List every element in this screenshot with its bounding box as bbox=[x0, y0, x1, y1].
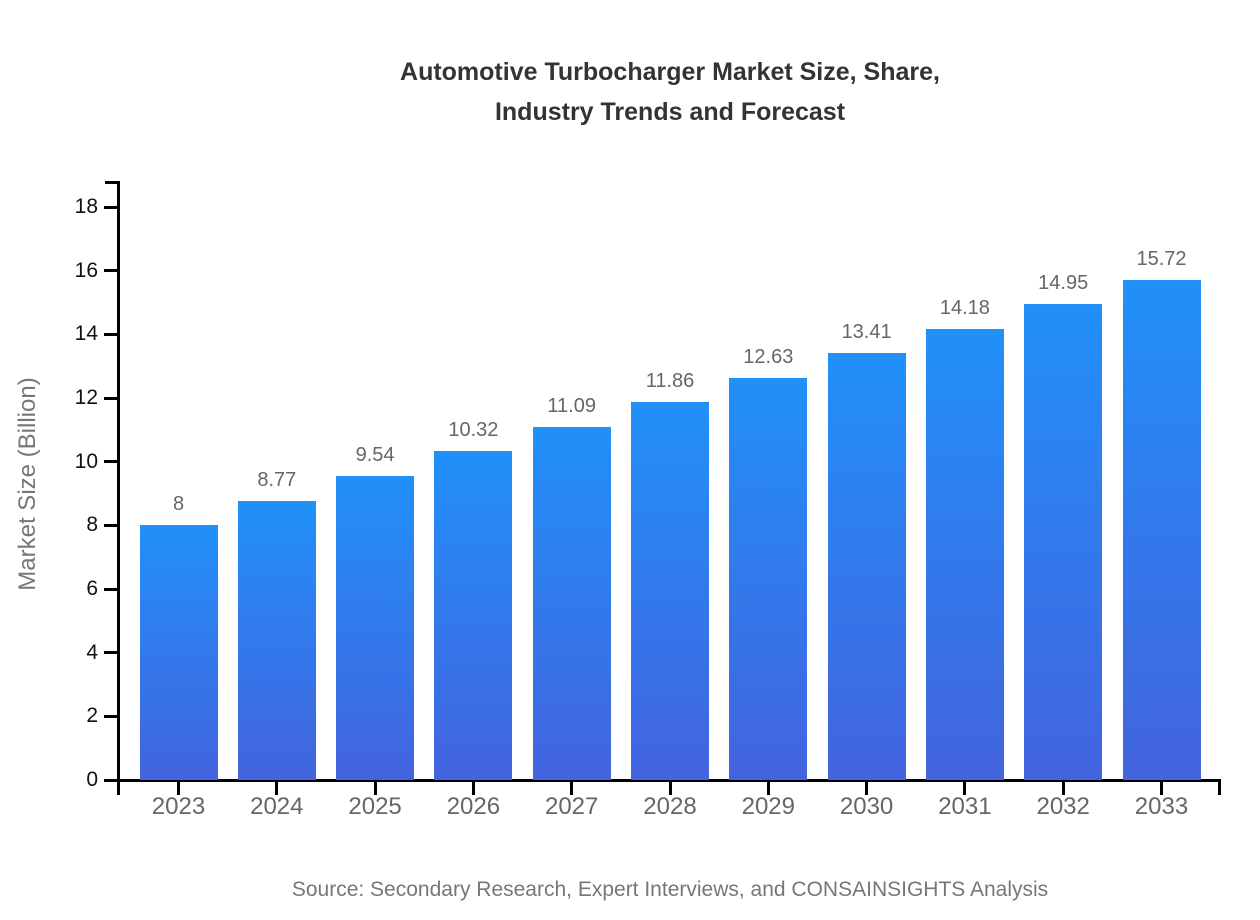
y-tick-mark bbox=[104, 587, 118, 591]
x-tick-label: 2026 bbox=[446, 793, 501, 820]
x-tick-mark bbox=[1061, 780, 1065, 795]
x-tick-mark bbox=[471, 780, 475, 795]
x-tick-mark bbox=[766, 780, 770, 795]
y-tick-mark bbox=[104, 523, 118, 527]
bar bbox=[336, 476, 415, 780]
bar bbox=[1024, 304, 1103, 780]
x-tick-label: 2029 bbox=[741, 793, 795, 820]
y-tick-label: 10 bbox=[74, 449, 98, 473]
bar-value-label: 14.18 bbox=[939, 296, 990, 319]
bar bbox=[434, 451, 513, 780]
y-tick-label: 2 bbox=[86, 704, 98, 728]
x-tick-label: 2031 bbox=[938, 793, 992, 820]
y-tick-label: 14 bbox=[74, 322, 98, 346]
x-tick-label: 2023 bbox=[151, 793, 206, 820]
y-tick-mark bbox=[104, 332, 118, 336]
y-tick-label: 6 bbox=[86, 577, 98, 600]
y-tick-mark bbox=[104, 269, 118, 273]
bar-value-label: 8 bbox=[172, 493, 185, 516]
bar bbox=[631, 402, 709, 780]
x-tick-label: 2024 bbox=[250, 793, 304, 820]
bar bbox=[1122, 279, 1201, 780]
x-tick-mark bbox=[1160, 780, 1163, 795]
x-tick-label: 2030 bbox=[839, 793, 894, 820]
bar bbox=[139, 525, 218, 780]
x-axis-end-cap bbox=[1218, 780, 1221, 795]
y-axis-line bbox=[117, 182, 120, 795]
bar bbox=[925, 328, 1004, 780]
bar bbox=[237, 500, 316, 780]
y-tick-mark bbox=[104, 778, 118, 782]
chart-title: Automotive Turbocharger Market Size, Sha… bbox=[80, 52, 1260, 132]
bar-value-label: 14.95 bbox=[1038, 272, 1089, 295]
x-tick-mark bbox=[373, 780, 377, 795]
x-tick-mark bbox=[668, 780, 672, 795]
bar-value-label: 10.32 bbox=[448, 419, 499, 442]
bar bbox=[729, 377, 808, 780]
y-tick-label: 18 bbox=[74, 195, 98, 218]
bar bbox=[532, 426, 611, 780]
bar-value-label: 12.63 bbox=[743, 345, 794, 368]
x-tick-label: 2033 bbox=[1134, 793, 1189, 820]
x-tick-label: 2025 bbox=[348, 793, 402, 820]
y-axis-top-cap bbox=[105, 181, 120, 184]
y-tick-mark bbox=[104, 651, 118, 655]
chart-title-line-1: Automotive Turbocharger Market Size, Sha… bbox=[400, 58, 940, 86]
x-tick-mark bbox=[963, 780, 967, 795]
x-tick-label: 2027 bbox=[544, 793, 599, 820]
y-tick-label: 0 bbox=[86, 768, 98, 791]
bar-value-label: 11.86 bbox=[645, 370, 695, 393]
y-tick-mark bbox=[104, 396, 118, 400]
bar bbox=[827, 353, 906, 780]
y-tick-mark bbox=[104, 460, 118, 464]
y-tick-mark bbox=[104, 205, 118, 209]
y-tick-label: 12 bbox=[74, 386, 98, 409]
y-tick-label: 16 bbox=[74, 258, 98, 282]
y-tick-label: 4 bbox=[86, 640, 98, 664]
chart-title-line-2: Industry Trends and Forecast bbox=[494, 98, 846, 126]
source-note: Source: Secondary Research, Expert Inter… bbox=[291, 878, 1049, 901]
x-tick-mark bbox=[865, 780, 869, 795]
x-tick-mark bbox=[177, 780, 180, 795]
y-tick-mark bbox=[104, 714, 118, 718]
x-tick-label: 2028 bbox=[643, 793, 697, 820]
bar-value-label: 9.54 bbox=[355, 444, 395, 467]
bar-value-label: 11.09 bbox=[547, 394, 596, 417]
x-tick-mark bbox=[275, 780, 279, 795]
bar-value-label: 15.72 bbox=[1136, 247, 1187, 270]
x-tick-label: 2032 bbox=[1036, 793, 1090, 820]
x-tick-mark bbox=[570, 780, 574, 795]
bar-value-label: 13.41 bbox=[841, 321, 892, 344]
y-tick-label: 8 bbox=[86, 513, 98, 537]
bar-value-label: 8.77 bbox=[257, 468, 297, 491]
